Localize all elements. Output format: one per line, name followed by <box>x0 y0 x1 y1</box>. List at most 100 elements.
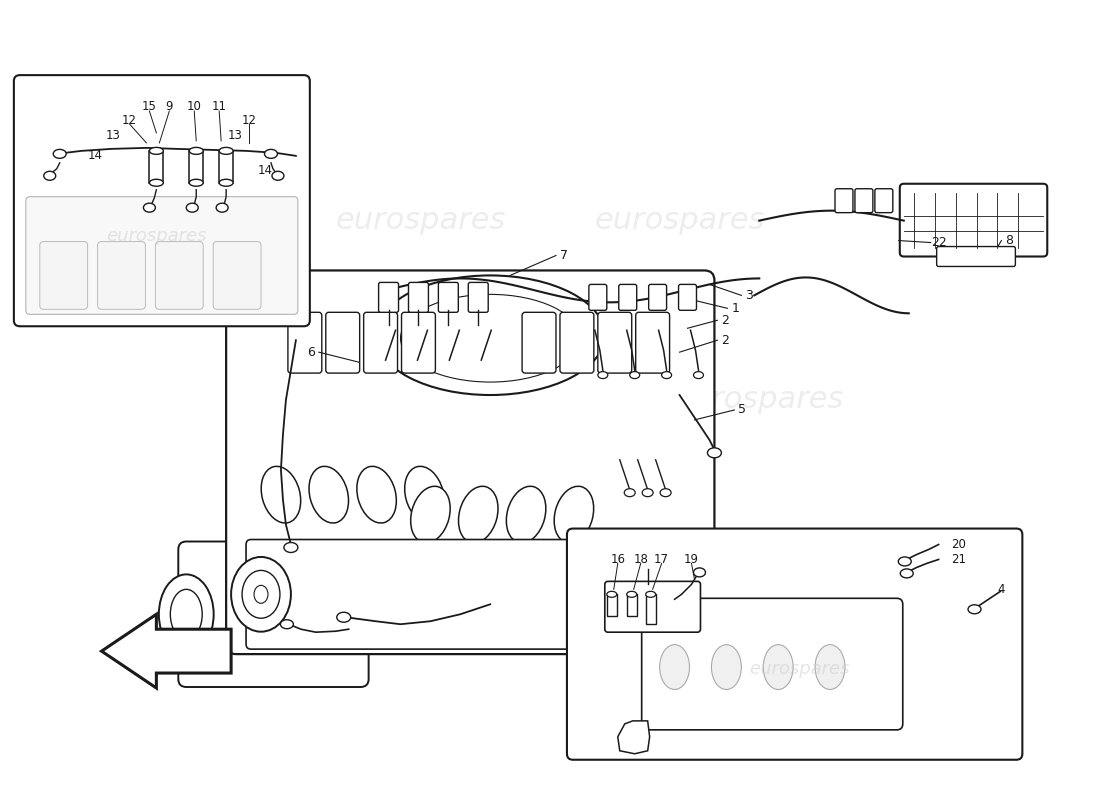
Ellipse shape <box>280 620 294 629</box>
FancyBboxPatch shape <box>155 242 204 310</box>
Ellipse shape <box>375 275 605 395</box>
Text: 17: 17 <box>654 553 669 566</box>
FancyBboxPatch shape <box>835 189 852 213</box>
Ellipse shape <box>815 645 845 690</box>
Text: 21: 21 <box>952 553 966 566</box>
Ellipse shape <box>660 489 671 497</box>
Text: eurospares: eurospares <box>594 565 764 594</box>
Ellipse shape <box>219 179 233 186</box>
Ellipse shape <box>254 586 268 603</box>
Ellipse shape <box>624 489 635 497</box>
Bar <box>150 151 163 182</box>
Text: 14: 14 <box>257 164 273 178</box>
Ellipse shape <box>186 203 198 212</box>
Ellipse shape <box>44 171 56 180</box>
Bar <box>189 151 204 182</box>
Text: 8: 8 <box>1005 234 1013 247</box>
Text: eurospares: eurospares <box>674 386 845 414</box>
Text: 3: 3 <box>746 289 754 302</box>
FancyBboxPatch shape <box>213 242 261 310</box>
Ellipse shape <box>968 605 981 614</box>
Text: eurospares: eurospares <box>485 386 656 414</box>
Text: 6: 6 <box>307 346 315 358</box>
Text: 4: 4 <box>998 583 1005 596</box>
Ellipse shape <box>217 203 228 212</box>
FancyBboxPatch shape <box>469 282 488 312</box>
Text: eurospares: eurospares <box>106 226 207 245</box>
FancyBboxPatch shape <box>14 75 310 326</box>
FancyBboxPatch shape <box>25 197 298 314</box>
Ellipse shape <box>150 179 163 186</box>
FancyBboxPatch shape <box>937 246 1015 266</box>
Ellipse shape <box>219 147 233 154</box>
Ellipse shape <box>189 179 204 186</box>
Ellipse shape <box>712 645 741 690</box>
FancyBboxPatch shape <box>641 598 903 730</box>
FancyBboxPatch shape <box>855 189 873 213</box>
FancyBboxPatch shape <box>378 282 398 312</box>
Text: 13: 13 <box>228 130 242 142</box>
Text: 12: 12 <box>242 114 256 127</box>
Text: 18: 18 <box>634 553 648 566</box>
FancyBboxPatch shape <box>874 189 893 213</box>
FancyBboxPatch shape <box>439 282 459 312</box>
Text: 22: 22 <box>931 236 946 249</box>
FancyBboxPatch shape <box>900 184 1047 257</box>
Ellipse shape <box>242 570 279 618</box>
Ellipse shape <box>707 448 722 458</box>
FancyBboxPatch shape <box>178 542 368 687</box>
Ellipse shape <box>337 612 351 622</box>
Text: eurospares: eurospares <box>336 565 506 594</box>
Bar <box>607 594 617 616</box>
Ellipse shape <box>900 569 913 578</box>
Ellipse shape <box>642 489 653 497</box>
FancyBboxPatch shape <box>227 270 714 654</box>
Text: 2: 2 <box>722 334 729 346</box>
Ellipse shape <box>143 203 155 212</box>
FancyBboxPatch shape <box>402 312 436 373</box>
FancyBboxPatch shape <box>326 312 360 373</box>
Text: 7: 7 <box>560 249 568 262</box>
Ellipse shape <box>231 557 290 632</box>
Ellipse shape <box>629 371 640 378</box>
Ellipse shape <box>261 466 300 523</box>
Ellipse shape <box>189 147 204 154</box>
Bar <box>646 594 656 624</box>
FancyBboxPatch shape <box>560 312 594 373</box>
Bar <box>219 151 233 182</box>
Ellipse shape <box>693 568 705 577</box>
Text: 13: 13 <box>106 130 121 142</box>
FancyBboxPatch shape <box>605 582 701 632</box>
Text: 5: 5 <box>738 403 746 417</box>
Ellipse shape <box>272 171 284 180</box>
Text: eurospares: eurospares <box>336 206 506 235</box>
Ellipse shape <box>693 371 704 378</box>
Text: 1: 1 <box>732 302 739 315</box>
Text: 12: 12 <box>122 114 138 127</box>
FancyBboxPatch shape <box>246 539 694 649</box>
Polygon shape <box>618 721 650 754</box>
FancyBboxPatch shape <box>566 529 1022 760</box>
Ellipse shape <box>150 147 163 154</box>
FancyBboxPatch shape <box>40 242 88 310</box>
Polygon shape <box>877 707 909 735</box>
FancyBboxPatch shape <box>597 312 631 373</box>
Ellipse shape <box>597 371 608 378</box>
Ellipse shape <box>506 486 546 543</box>
FancyBboxPatch shape <box>619 285 637 310</box>
Ellipse shape <box>264 150 277 158</box>
FancyBboxPatch shape <box>522 312 556 373</box>
Polygon shape <box>59 86 97 116</box>
FancyBboxPatch shape <box>588 285 607 310</box>
Text: 16: 16 <box>610 553 625 566</box>
Ellipse shape <box>646 591 656 598</box>
Text: 19: 19 <box>684 553 699 566</box>
Text: 11: 11 <box>211 99 227 113</box>
Text: eurospares: eurospares <box>594 206 764 235</box>
FancyBboxPatch shape <box>288 312 322 373</box>
Ellipse shape <box>763 645 793 690</box>
Text: 2: 2 <box>722 314 729 326</box>
Ellipse shape <box>899 557 911 566</box>
Bar <box>627 594 637 616</box>
Text: eurospares: eurospares <box>275 386 446 414</box>
